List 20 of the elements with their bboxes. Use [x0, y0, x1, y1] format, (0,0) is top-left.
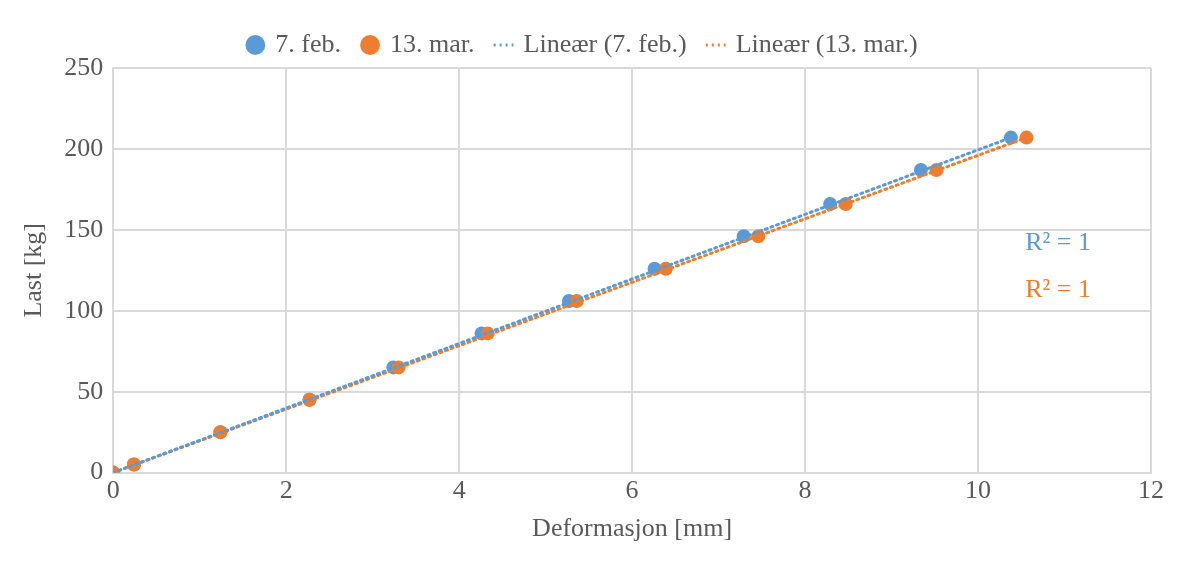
- x-tick-label: 2: [279, 475, 293, 505]
- x-tick-label: 10: [965, 475, 992, 505]
- y-tick-label: 150: [64, 213, 104, 243]
- legend-label: 13. mar.: [390, 28, 475, 58]
- y-tick-label: 50: [77, 375, 104, 405]
- legend-label: Lineær (7. feb.): [523, 28, 687, 58]
- legend-label: 7. feb.: [275, 28, 342, 58]
- y-tick-label: 200: [64, 132, 104, 162]
- x-axis-title: Deformasjon [mm]: [532, 513, 733, 543]
- x-tick-label: 8: [798, 475, 812, 505]
- y-tick-label: 0: [90, 456, 104, 486]
- annotation: R² = 1: [1025, 273, 1091, 303]
- x-tick-label: 4: [452, 475, 466, 505]
- annotation: R² = 1: [1025, 226, 1091, 256]
- y-tick-label: 250: [64, 51, 104, 81]
- y-axis-title: Last [kg]: [18, 223, 48, 318]
- x-tick-label: 12: [1138, 475, 1164, 505]
- y-tick-label: 100: [64, 294, 104, 324]
- legend-label: Lineær (13. mar.): [735, 28, 918, 58]
- x-tick-label: 6: [625, 475, 639, 505]
